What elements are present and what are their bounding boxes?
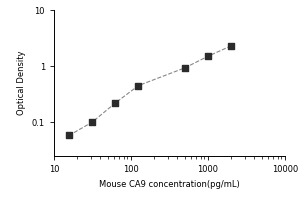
Point: [67, 134, 71, 137]
Point: [182, 66, 187, 69]
Point: [113, 101, 118, 105]
Point: [206, 55, 210, 58]
Point: [90, 121, 94, 124]
Point: [136, 84, 141, 87]
Point: [229, 44, 234, 47]
Y-axis label: Optical Density: Optical Density: [17, 51, 26, 115]
X-axis label: Mouse CA9 concentration(pg/mL): Mouse CA9 concentration(pg/mL): [99, 180, 240, 189]
